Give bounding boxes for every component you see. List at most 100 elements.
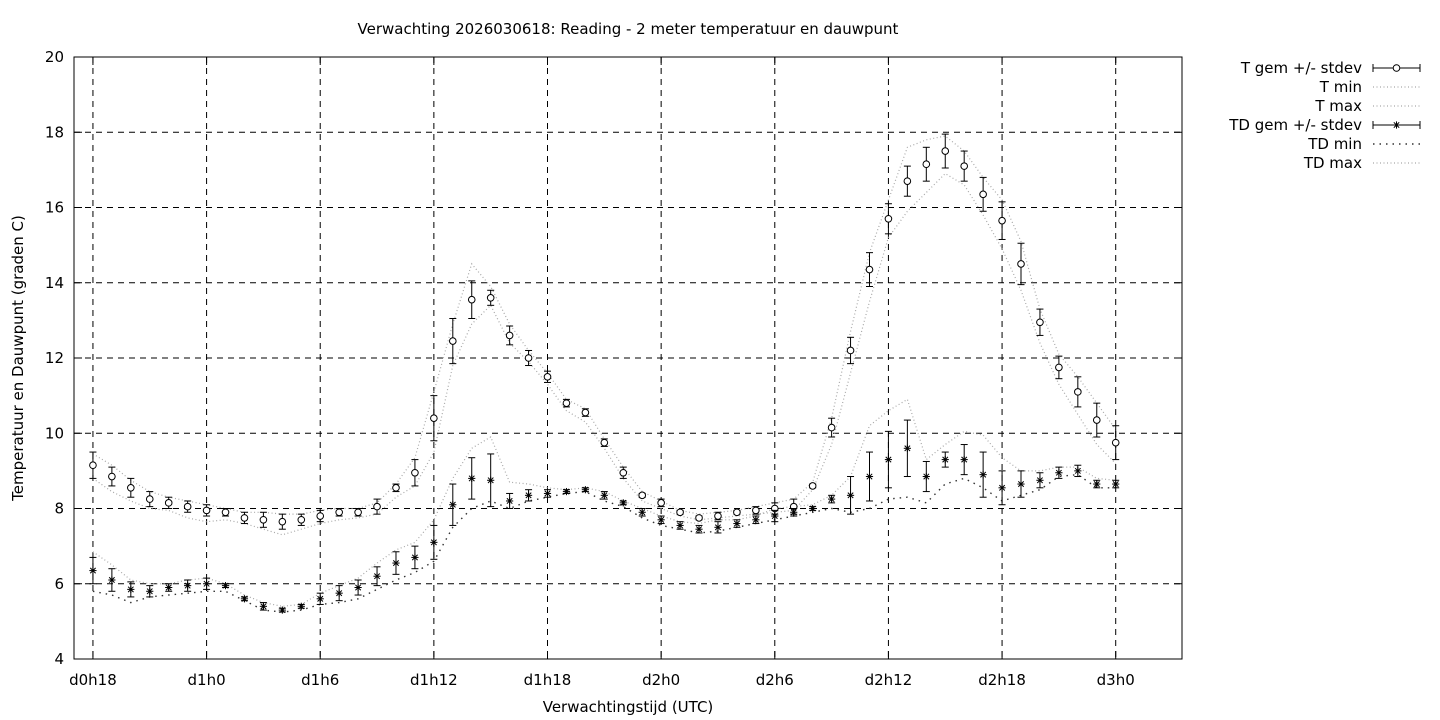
data-point: [1111, 438, 1120, 447]
data-point: [202, 506, 211, 515]
data-point: [600, 438, 609, 447]
series-td-max: [92, 398, 1116, 607]
data-point: [998, 216, 1006, 225]
y-tick-label: 8: [54, 500, 64, 518]
series-layer: [89, 133, 1120, 614]
data-point: [1055, 363, 1063, 372]
data-point: [922, 160, 931, 169]
data-point: [221, 508, 230, 517]
legend-label: TD min: [1307, 135, 1362, 153]
y-tick-labels: 4 6 8 10 12 14 16 18 20: [45, 48, 64, 668]
y-tick-label: 12: [45, 349, 64, 367]
data-point: [240, 595, 249, 603]
data-point: [240, 514, 249, 522]
data-point: [695, 514, 703, 522]
data-point: [619, 468, 628, 477]
data-point: [941, 147, 950, 155]
data-point: [752, 506, 760, 515]
data-point: [581, 408, 590, 417]
data-point: [676, 521, 684, 530]
data-point: [505, 331, 514, 340]
legend-item: T gem +/- stdev: [1240, 59, 1421, 77]
legend-label: T max: [1314, 97, 1362, 115]
data-point: [202, 580, 211, 588]
data-point: [1036, 318, 1044, 327]
data-point: [941, 455, 949, 464]
x-tick-label: d3h0: [1097, 671, 1135, 689]
legend-item: T max: [1314, 97, 1420, 115]
data-point: [922, 472, 930, 481]
data-point: [638, 491, 647, 500]
x-tick-label: d1h12: [410, 671, 458, 689]
data-point: [562, 399, 571, 407]
series-td-gem-stdev: [89, 419, 1120, 614]
data-point: [335, 589, 343, 597]
legend-label: T min: [1319, 78, 1362, 96]
y-tick-label: 10: [45, 424, 64, 442]
data-point: [392, 559, 400, 567]
data-point: [865, 472, 874, 481]
data-point: [543, 373, 552, 381]
x-tick-label: d2h18: [978, 671, 1026, 689]
legend-label: TD gem +/- stdev: [1228, 116, 1362, 134]
data-point: [600, 491, 608, 499]
legend-label: TD max: [1303, 154, 1362, 172]
data-point: [581, 486, 589, 494]
data-point: [638, 508, 646, 516]
data-point: [846, 346, 855, 355]
legend-label: T gem +/- stdev: [1240, 59, 1362, 77]
data-point: [278, 517, 287, 526]
data-point: [467, 295, 476, 304]
data-point: [524, 491, 533, 499]
data-point: [1093, 480, 1101, 488]
data-point: [354, 508, 362, 517]
y-tick-label: 4: [54, 650, 64, 668]
x-axis-label: Verwachtingstijd (UTC): [543, 698, 714, 716]
data-point: [733, 508, 741, 517]
data-point: [714, 523, 722, 531]
data-point: [259, 515, 268, 524]
tick-marks: [74, 56, 1182, 660]
data-point: [846, 491, 855, 499]
x-tick-label: d2h0: [642, 671, 680, 689]
data-point: [373, 572, 381, 580]
data-point: [449, 501, 457, 509]
data-point: [430, 538, 438, 546]
data-point: [164, 499, 173, 507]
x-tick-label: d1h6: [301, 671, 339, 689]
data-point: [486, 294, 495, 302]
grid-lines: [74, 57, 1182, 659]
data-point: [1092, 416, 1101, 424]
data-point: [506, 497, 514, 505]
data-point: [884, 455, 893, 464]
data-point: [657, 499, 665, 507]
data-point: [316, 595, 324, 603]
data-point: [1112, 480, 1120, 488]
data-point: [297, 515, 306, 524]
y-tick-label: 14: [45, 274, 64, 292]
data-point: [524, 354, 533, 362]
data-point: [411, 553, 419, 562]
data-point: [657, 516, 665, 524]
data-point: [809, 504, 817, 513]
legend-item: T min: [1319, 78, 1420, 96]
data-point: [392, 484, 400, 492]
chart-title: Verwachting 2026030618: Reading - 2 mete…: [358, 20, 899, 38]
data-point: [108, 576, 116, 584]
legend-item: TD gem +/- stdev: [1228, 116, 1421, 134]
data-point: [884, 214, 893, 223]
data-point: [1017, 480, 1025, 488]
data-point: [297, 602, 305, 610]
data-point: [373, 502, 381, 511]
data-point: [468, 474, 476, 482]
data-point: [808, 482, 817, 490]
data-point: [259, 602, 268, 610]
y-axis-label: Temperatuur en Dauwpunt (graden C): [9, 215, 27, 502]
data-point: [89, 461, 97, 470]
data-point: [865, 265, 874, 274]
series-t-min: [92, 172, 1117, 536]
data-point: [335, 508, 343, 517]
data-point: [979, 190, 987, 199]
